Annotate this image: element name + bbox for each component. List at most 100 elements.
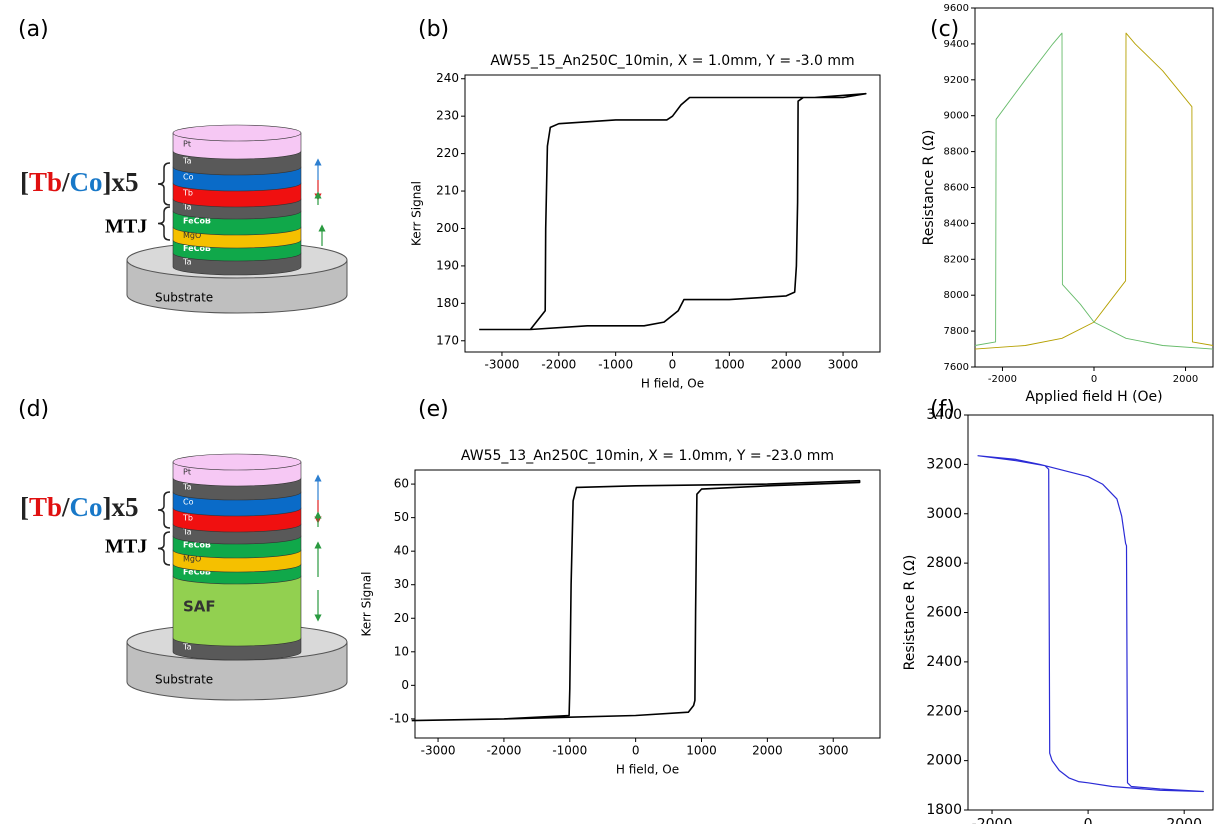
layer-label: FeCoB	[183, 217, 211, 226]
y-tick-label: 210	[436, 184, 459, 198]
layer	[172, 575, 302, 647]
mtj-label: MTJ	[105, 216, 147, 238]
x-tick-label: -2000	[972, 816, 1013, 824]
x-tick-label: 0	[669, 358, 677, 372]
y-tick-label: 1800	[926, 802, 962, 818]
stack-label: [Tb/Co]x5	[20, 492, 139, 522]
y-tick-label: 0	[401, 678, 409, 692]
plot-frame	[974, 7, 1214, 368]
y-axis-label: Kerr Signal	[360, 572, 374, 637]
y-tick-label: 9000	[944, 111, 969, 122]
mtj-label: MTJ	[105, 536, 147, 558]
y-tick-label: 20	[394, 611, 409, 625]
y-tick-label: 8200	[944, 254, 969, 265]
x-tick-label: -1000	[598, 358, 633, 372]
y-tick-label: 2800	[926, 555, 962, 571]
stack-label-part: ]x5	[103, 492, 139, 522]
stack-label-part: ]x5	[103, 167, 139, 197]
x-tick-label: 0	[1091, 374, 1097, 385]
layer-label: Tb	[182, 514, 193, 523]
stack-label-part: [	[20, 167, 29, 197]
panel-label: (f)	[930, 397, 955, 422]
layer-label: Ta	[182, 528, 192, 537]
x-tick-label: -1000	[552, 744, 587, 758]
y-axis-label: Resistance R (Ω)	[921, 130, 937, 246]
stack-label-part: Tb	[29, 492, 62, 522]
x-tick-label: 2000	[752, 744, 783, 758]
stack-label-part: Co	[70, 492, 103, 522]
y-tick-label: 8400	[944, 218, 969, 229]
x-tick-label: -2000	[988, 374, 1017, 385]
chart-title: AW55_13_An250C_10min, X = 1.0mm, Y = -23…	[461, 448, 834, 464]
brace	[157, 491, 171, 529]
layer-label: FeCoB	[183, 541, 211, 550]
x-axis-label: H field, Oe	[641, 377, 704, 391]
stack-label: [Tb/Co]x5	[20, 167, 139, 197]
x-tick-label: -2000	[541, 358, 576, 372]
brace	[157, 531, 171, 566]
x-tick-label: 2000	[771, 358, 802, 372]
y-tick-label: 50	[394, 510, 409, 524]
x-axis-label: Applied field H (Oe)	[1025, 389, 1162, 405]
y-axis-label: Resistance R (Ω)	[902, 555, 918, 671]
data-line	[974, 32, 1214, 350]
y-tick-label: -10	[389, 711, 409, 725]
plot-frame	[414, 469, 881, 739]
y-tick-label: 30	[394, 577, 409, 591]
y-tick-label: 170	[436, 333, 459, 347]
y-tick-label: 200	[436, 221, 459, 235]
y-tick-label: 2400	[926, 654, 962, 670]
panel-label: (c)	[930, 17, 959, 42]
data-line	[977, 455, 1204, 793]
layer-label: Co	[183, 173, 194, 182]
y-tick-label: 9200	[944, 75, 969, 86]
stack-label-part: /	[61, 492, 70, 522]
panel-label: (a)	[18, 17, 49, 42]
y-tick-label: 40	[394, 544, 409, 558]
layer-label: Co	[183, 498, 194, 507]
x-tick-label: -2000	[486, 744, 521, 758]
y-tick-label: 190	[436, 258, 459, 272]
x-tick-label: 2000	[1166, 816, 1202, 824]
stack-label-part: [	[20, 492, 29, 522]
y-tick-label: 220	[436, 146, 459, 160]
x-tick-label: 1000	[714, 358, 745, 372]
x-tick-label: 3000	[818, 744, 849, 758]
panel-label: (d)	[18, 397, 49, 422]
x-tick-label: 2000	[1173, 374, 1198, 385]
layer-label: Ta	[182, 157, 192, 166]
y-tick-label: 2200	[926, 703, 962, 719]
layer-label: Ta	[182, 258, 192, 267]
layer-label: SAF	[183, 598, 216, 616]
layer-label: Tb	[182, 189, 193, 198]
layer-top	[172, 124, 302, 142]
panel-label: (b)	[418, 17, 449, 42]
chart-title: AW55_15_An250C_10min, X = 1.0mm, Y = -3.…	[490, 53, 854, 69]
brace	[157, 206, 171, 241]
layer-top	[172, 453, 302, 471]
y-tick-label: 230	[436, 109, 459, 123]
layer-label: Ta	[182, 483, 192, 492]
stack-label-part: Co	[70, 167, 103, 197]
y-tick-label: 8000	[944, 290, 969, 301]
y-axis-label: Kerr Signal	[410, 181, 424, 246]
stack-label-part: /	[61, 167, 70, 197]
y-tick-label: 2000	[926, 753, 962, 769]
layer-label: MgO	[183, 555, 201, 564]
x-axis-label: H field, Oe	[616, 763, 679, 777]
y-tick-label: 7800	[944, 326, 969, 337]
layer-label: Pt	[183, 140, 191, 149]
substrate-label: Substrate	[155, 673, 213, 687]
y-tick-label: 60	[394, 477, 409, 491]
layer-label: Pt	[183, 468, 191, 477]
y-tick-label: 8800	[944, 147, 969, 158]
y-tick-label: 7600	[944, 362, 969, 373]
x-tick-label: -3000	[421, 744, 456, 758]
y-tick-label: 8600	[944, 183, 969, 194]
layer-label: MgO	[183, 231, 201, 240]
data-line	[479, 92, 867, 331]
plot-frame	[967, 414, 1214, 811]
brace	[157, 162, 171, 206]
